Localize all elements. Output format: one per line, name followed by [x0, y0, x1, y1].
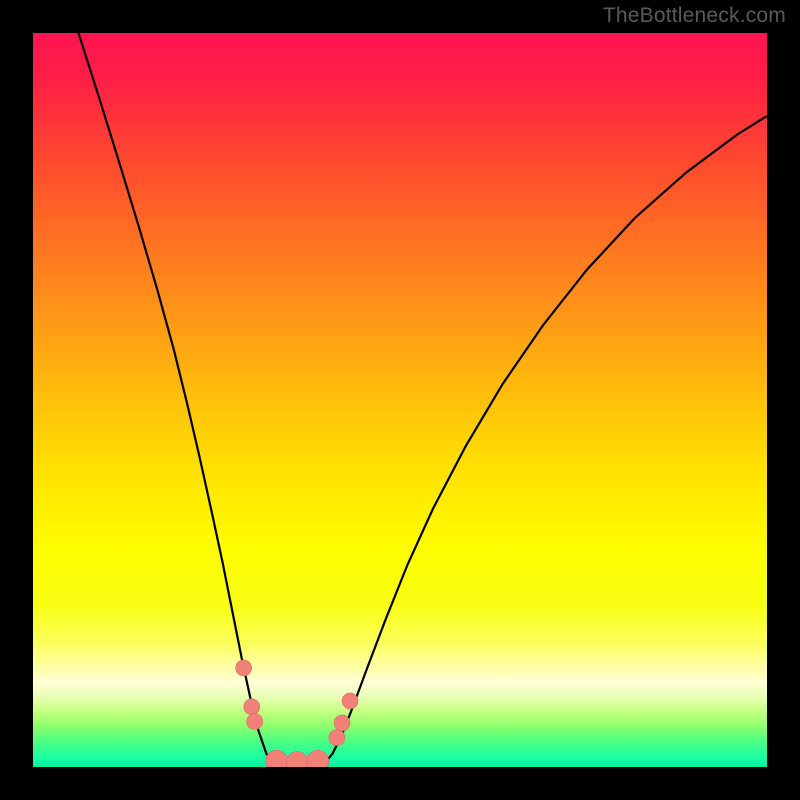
data-marker — [247, 713, 263, 729]
chart-background — [33, 33, 767, 767]
data-marker — [329, 730, 345, 746]
data-marker — [236, 660, 252, 676]
watermark-text: TheBottleneck.com — [603, 4, 786, 28]
data-marker — [244, 699, 260, 715]
data-marker — [334, 715, 350, 731]
data-marker — [342, 693, 358, 709]
chart-svg — [33, 33, 767, 767]
chart-plot-area — [33, 33, 767, 767]
